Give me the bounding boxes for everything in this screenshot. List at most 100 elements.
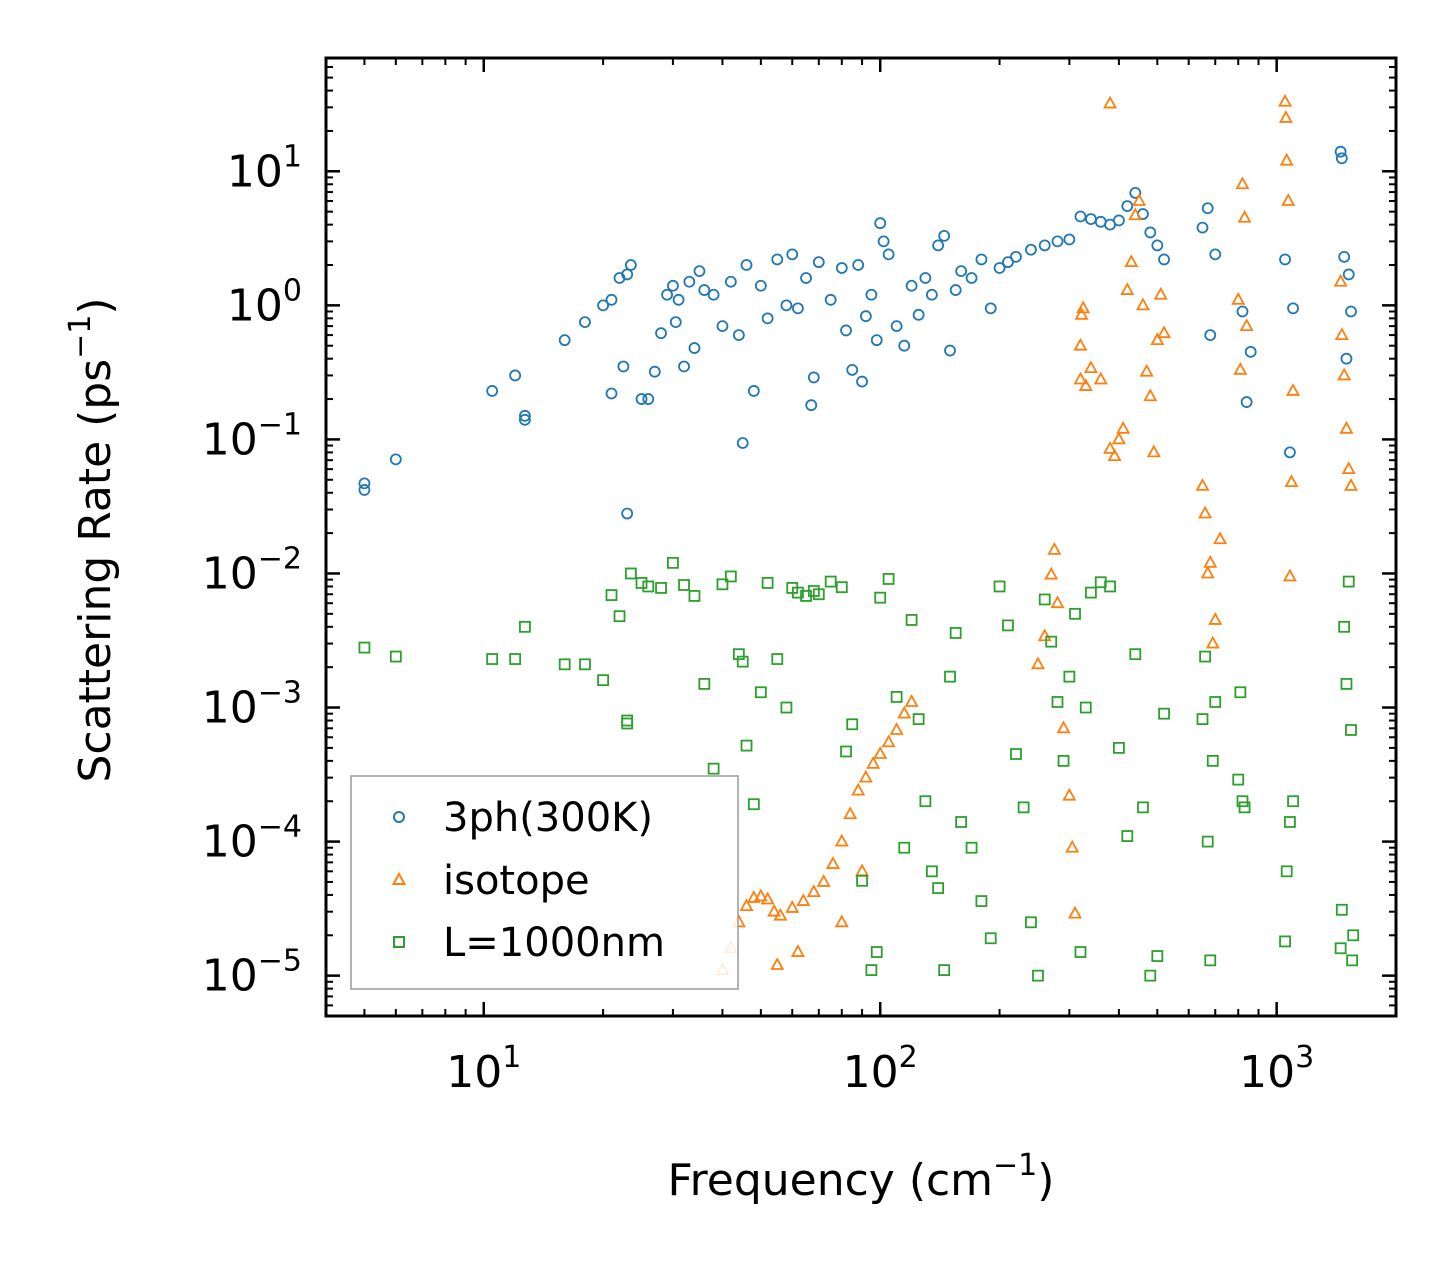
isotope-point-29 [1030,656,1045,670]
y-tick-label: 100 [227,273,302,331]
l-1000nm-point-83 [1158,707,1170,720]
3ph-300k--point-28 [688,342,701,354]
legend-box [350,775,739,990]
3ph-300k--point-24 [669,316,682,329]
y-tick-label: 10−4 [202,810,302,868]
3ph-300k--point-93 [1201,202,1214,215]
3ph-300k--point-6 [519,409,531,422]
isotope-point-76 [1281,193,1296,206]
3ph-300k--point-37 [747,385,760,397]
3ph-300k--point-30 [698,284,711,296]
3ph-300k--point-52 [852,259,865,271]
l-1000nm-point-38 [835,581,848,594]
3ph-300k--point-8 [558,334,571,347]
3ph-300k--point-71 [965,272,978,284]
l-1000nm-point-93 [1238,801,1251,814]
isotope-point-58 [1150,332,1165,346]
l-1000nm-point-69 [1057,754,1070,767]
l-1000nm-point-80 [1137,801,1149,814]
isotope-point-43 [1083,360,1098,374]
3ph-300k--point-78 [1038,239,1051,252]
3ph-300k--point-47 [812,256,825,269]
l-1000nm-point-10 [613,610,626,623]
y-tick-label: 10−5 [202,944,302,1002]
legend-label-3ph: 3ph(300K) [443,795,653,841]
l-1000nm-point-71 [1069,607,1081,620]
3ph-300k--point-18 [635,393,648,405]
l-1000nm-point-28 [754,686,767,699]
isotope-point-36 [1065,839,1080,853]
isotope-point-28 [855,863,870,877]
isotope-point-11 [796,893,811,906]
3ph-300k--point-91 [1158,253,1170,266]
3ph-300k--point-14 [617,360,630,373]
3ph-300k--point-106 [1342,268,1355,281]
l-1000nm-point-67 [1045,635,1058,648]
l-1000nm-point-102 [1342,575,1355,588]
legend-marker-3ph [393,811,405,823]
y-tick-label: 10−1 [202,407,302,465]
l-1000nm-point-2 [389,650,402,663]
major-ticks [326,58,1396,1016]
l-1000nm-point-65 [1032,969,1044,982]
3ph-300k--point-43 [792,302,804,315]
isotope-point-48 [1116,420,1131,434]
3ph-300k--point-32 [716,320,729,333]
l-1000nm-point-66 [1038,593,1051,606]
isotope-point-31 [1044,566,1059,580]
l-1000nm-point-41 [856,874,868,887]
3ph-300k--point-11 [605,293,618,306]
legend-label-l-1000nm: L=1000nm [443,920,665,966]
l-1000nm-point-45 [882,573,895,585]
l-1000nm-point-39 [840,745,852,758]
series-3ph-300k [358,145,1357,520]
3ph-300k--point-66 [932,239,945,252]
isotope-point-15 [834,833,849,847]
3ph-300k--point-7 [519,413,531,426]
isotope-point-10 [785,900,800,913]
l-1000nm-point-51 [925,865,938,878]
3ph-300k--point-107 [1345,305,1357,318]
3ph-300k--point-34 [732,329,745,341]
isotope-point-51 [1124,254,1139,268]
isotope-point-74 [1278,110,1293,123]
isotope-point-52 [1128,207,1143,221]
isotope-point-34 [1056,720,1071,734]
3ph-300k--point-60 [890,320,903,333]
3ph-300k--point-95 [1209,248,1222,261]
l-1000nm-point-27 [747,798,760,811]
l-1000nm-point-60 [993,580,1006,593]
l-1000nm-point-43 [870,946,883,958]
3ph-300k--point-17 [621,507,634,520]
3ph-300k--point-63 [912,308,925,321]
3ph-300k--point-100 [1284,446,1296,459]
l-1000nm-point-61 [1002,619,1014,632]
l-1000nm-point-40 [846,718,859,731]
3ph-300k--point-64 [919,272,932,284]
3ph-300k--point-26 [678,360,690,373]
3ph-300k--point-76 [1010,250,1022,263]
y-tick-label: 101 [227,139,302,197]
l-1000nm-point-84 [1196,713,1209,725]
isotope-point-35 [1062,787,1077,801]
3ph-300k--point-56 [870,334,883,347]
isotope-point-62 [1198,505,1213,519]
isotope-point-65 [1205,635,1220,649]
isotope-point-16 [843,806,858,820]
3ph-300k--point-74 [993,262,1006,274]
l-1000nm-point-22 [716,578,729,591]
3ph-300k--point-86 [1121,200,1134,212]
l-1000nm-point-3 [486,653,499,665]
l-1000nm-point-77 [1112,741,1125,754]
isotope-point-60 [1157,325,1172,339]
l-1000nm-point-68 [1051,696,1064,708]
3ph-300k--point-1 [358,477,371,490]
l-1000nm-point-59 [984,932,997,945]
l-1000nm-point-89 [1209,696,1222,708]
l-1000nm-point-79 [1129,648,1142,661]
l-1000nm-point-49 [912,713,925,725]
l-1000nm-point-82 [1151,950,1164,962]
3ph-300k--point-49 [835,262,848,274]
l-1000nm-point-56 [955,816,968,828]
